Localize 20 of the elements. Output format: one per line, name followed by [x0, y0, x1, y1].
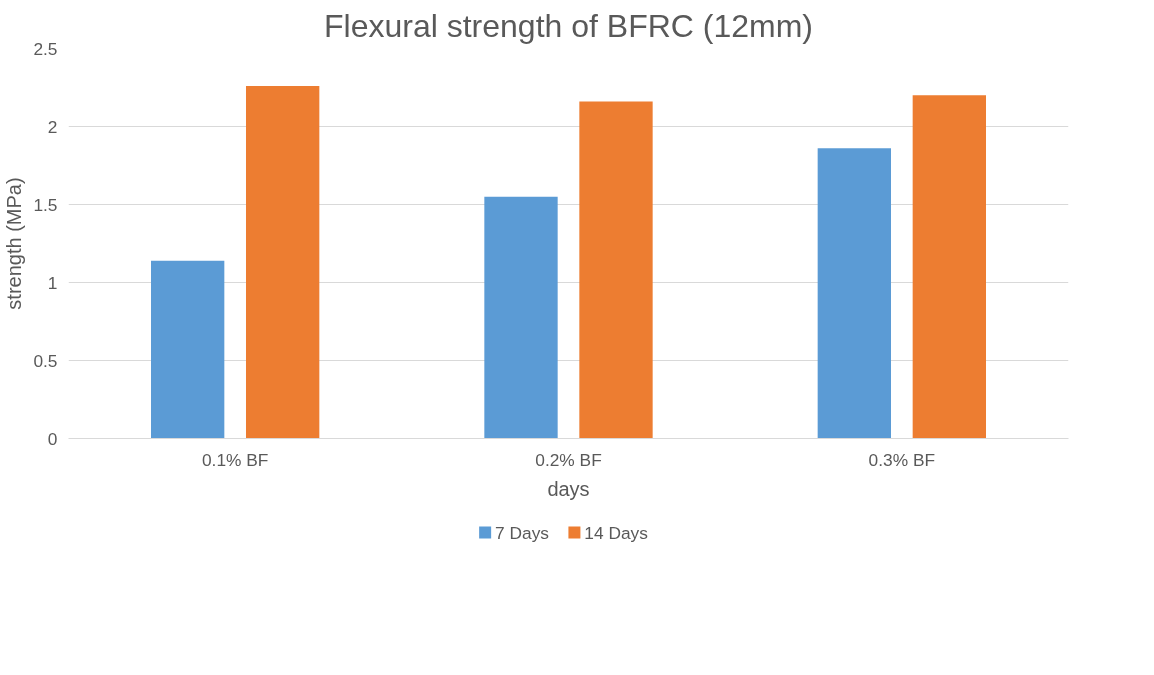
y-axis-title: strength (MPa): [3, 177, 26, 310]
x-tick-label: 0.3% BF: [868, 449, 936, 470]
bar: [817, 148, 891, 439]
y-tick-label: 1.5: [33, 194, 58, 215]
chart-title: Flexural strength of BFRC (12mm): [323, 7, 814, 44]
legend-label: 7 Days: [495, 522, 550, 543]
bar: [151, 260, 225, 439]
bar: [579, 101, 653, 439]
x-axis-title: days: [547, 477, 590, 500]
y-tick-label: 1: [47, 272, 58, 293]
x-tick-label: 0.1% BF: [201, 449, 269, 470]
y-tick-label: 0.5: [33, 350, 58, 371]
legend-label: 14 Days: [584, 522, 649, 543]
y-tick-label: 0: [47, 428, 58, 449]
y-tick-label: 2.5: [33, 38, 58, 59]
bar: [912, 95, 986, 439]
y-tick-label: 2: [47, 116, 58, 137]
bar: [246, 85, 320, 439]
bar: [484, 196, 558, 439]
x-tick-label: 0.2% BF: [535, 449, 602, 470]
